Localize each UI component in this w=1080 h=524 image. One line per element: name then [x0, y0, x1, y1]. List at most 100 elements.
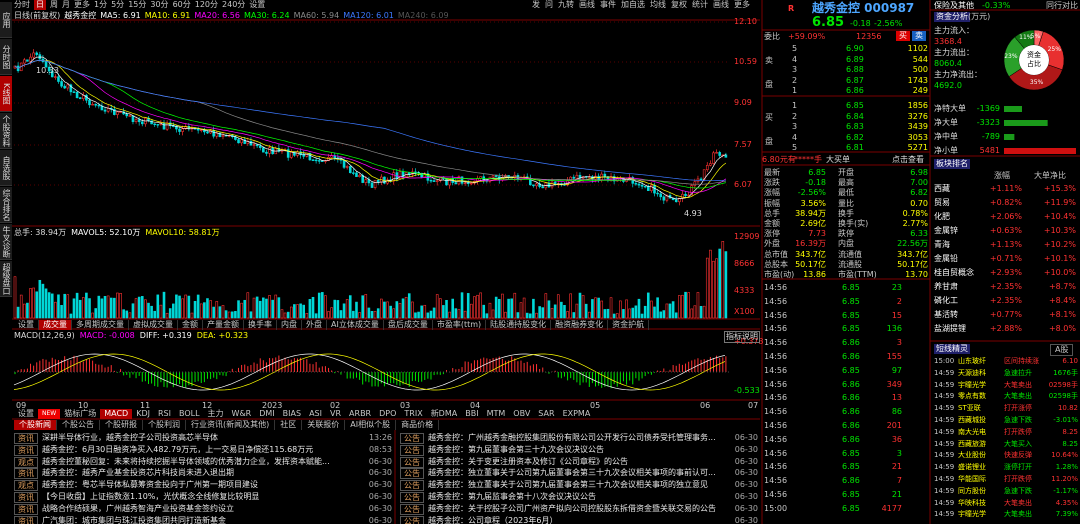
toolbar-button[interactable]: 5分 [111, 0, 125, 9]
elf-stock[interactable]: 宇瞳光学 [958, 510, 986, 519]
indicator-tab[interactable]: 盘后成交量 [384, 320, 433, 330]
toolbar-button[interactable]: 加自选 [621, 0, 645, 9]
elf-stock[interactable]: 宇瞳光学 [958, 380, 986, 389]
toolbar-button[interactable]: 事件 [600, 0, 616, 9]
news-item[interactable]: 【今日收盘】上证指数涨1.10%，光伏概念全线修复比较明显 [42, 492, 260, 501]
indicator-tab[interactable]: KDJ [136, 409, 150, 418]
dropdown[interactable]: A股 [1050, 344, 1074, 356]
toolbar-button[interactable]: 九转 [558, 0, 574, 9]
toolbar-button[interactable]: 1分 [94, 0, 108, 9]
elf-stock[interactable]: 天源迪科 [958, 368, 986, 377]
toolbar-button[interactable]: 周 [50, 0, 58, 9]
toolbar-button[interactable]: 30分 [150, 0, 169, 9]
indicator-tab[interactable]: 虚拟成交量 [129, 320, 178, 330]
toolbar-button[interactable]: 日 [34, 0, 46, 10]
indicator-tab[interactable]: 新DMA [430, 409, 458, 418]
news-tab[interactable]: 个股公告 [57, 420, 100, 430]
news-tab[interactable]: 商品价格 [396, 420, 440, 430]
news-tab[interactable]: 社区 [275, 420, 303, 430]
news-tab[interactable]: 个股新闻 [14, 420, 57, 430]
indicator-tab[interactable]: 猫标广场 [64, 409, 97, 418]
toolbar-button[interactable]: 更多 [74, 0, 90, 9]
news-item[interactable]: 越秀金控：关于控股子公司广州资产拟向公司控股股东拆借资金暨关联交易的公告 [428, 503, 716, 513]
indicator-tab[interactable]: 内盘 [277, 320, 302, 330]
indicator-tab[interactable]: ASI [309, 409, 322, 418]
indicator-tab[interactable]: 市盈率(ttm) [433, 320, 487, 330]
elf-stock[interactable]: 零点有数 [958, 392, 986, 401]
elf-stock[interactable]: 同方股份 [958, 486, 986, 495]
indicator-tab[interactable]: BIAS [282, 409, 302, 418]
indicator-tab[interactable]: W&R [231, 409, 252, 418]
indicator-tab[interactable]: VR [330, 409, 342, 418]
news-item[interactable]: 越秀金控：越秀产业基金投资芯片科技尚未进入退出期 [42, 468, 234, 478]
sector-name[interactable]: 金属锌 [934, 226, 958, 235]
indicator-tab[interactable]: MACD [100, 409, 133, 419]
indicator-tab[interactable]: 陆股通持股变化 [486, 320, 552, 330]
panel-tab[interactable]: 板块排名 [934, 159, 970, 169]
indicator-tab[interactable]: 主力 [207, 409, 224, 418]
news-tab[interactable]: 个股利润 [143, 420, 186, 430]
toolbar-button[interactable]: 设置 [249, 0, 266, 9]
indicator-tab[interactable]: ARBR [349, 409, 372, 418]
news-item[interactable]: 越秀金控：6月30日融资净买入482.79万元，上一交易日净偿还115.68万元 [42, 444, 314, 454]
indicator-tab[interactable]: RSI [157, 409, 171, 418]
toolbar-button[interactable]: 问 [545, 0, 553, 9]
sector-name[interactable]: 化肥 [934, 212, 950, 221]
elf-stock[interactable]: 盛诺锂业 [958, 463, 986, 472]
news-item[interactable]: 战略合作结硕果，广州越秀智海产业投资基金签约设立 [42, 503, 234, 513]
toolbar-button[interactable]: 分时 [14, 0, 30, 9]
sidebar-tab[interactable]: 牛叉诊断 [0, 224, 12, 260]
indicator-tab[interactable]: NEW [38, 409, 61, 419]
sell-button[interactable]: 卖 [912, 31, 926, 41]
sidebar-tab[interactable]: 超级盘口 [0, 261, 12, 297]
toolbar-button[interactable]: 画线 [713, 0, 729, 9]
indicator-tab[interactable]: OBV [513, 409, 531, 418]
news-item[interactable]: 越秀金控：关于变更注册资本及修订《公司章程》的公告 [428, 456, 628, 466]
indicator-tab[interactable]: SAR [538, 409, 555, 418]
sector-name[interactable]: 贸易 [934, 198, 950, 207]
sidebar-tab[interactable]: K线图 [0, 76, 12, 112]
sector-name[interactable]: 金属铅 [934, 254, 958, 263]
news-item[interactable]: 越秀金控：粤芯半导体私募筹资金投向于广州第一期项目建设 [42, 480, 258, 490]
indicator-tab[interactable]: 换手率 [244, 320, 277, 330]
sidebar-tab[interactable]: 应用 [0, 2, 12, 38]
sector-name[interactable]: 西藏 [934, 184, 950, 193]
sidebar-tab[interactable]: 自选股 [0, 150, 12, 186]
elf-stock[interactable]: 华映科技 [958, 498, 986, 507]
news-item[interactable]: 越秀金控：第九届董事会第三十九次会议决议公告 [428, 444, 604, 454]
toolbar-button[interactable]: 统计 [692, 0, 708, 9]
indicator-tab[interactable]: 金额 [178, 320, 203, 330]
indicator-tab[interactable]: 成交量 [39, 320, 72, 330]
news-item[interactable]: 越秀金控：独立董事关于公司第九届董事会第三十九次会议相关事项的独立意见 [428, 480, 708, 490]
indicator-tab[interactable]: 资金护航 [608, 320, 650, 330]
indicator-tab[interactable]: BBI [465, 409, 479, 418]
toolbar-button[interactable]: 发 [532, 0, 540, 9]
toolbar-button[interactable]: 15分 [128, 0, 147, 9]
news-item[interactable]: 越秀金控：广州越秀金融控股集团股份有限公司公开发行公司债券受托管理事务... [428, 433, 716, 442]
indicator-tab[interactable]: 融资融券变化 [551, 320, 609, 330]
sector-name[interactable]: 养甘肃 [934, 282, 958, 291]
elf-stock[interactable]: ST亚联 [958, 404, 981, 413]
indicator-tab[interactable]: DMI [259, 409, 275, 418]
indicator-tab[interactable]: 产量金额 [203, 320, 244, 330]
indicator-tab[interactable]: 外盘 [302, 320, 327, 330]
indicator-tab[interactable]: DPO [379, 409, 397, 418]
sector-name[interactable]: 盐湖提锂 [934, 324, 966, 333]
news-tab[interactable]: 行业资讯(新闻及其他) [186, 420, 276, 430]
sector-name[interactable]: 磷化工 [934, 296, 958, 305]
elf-stock[interactable]: 大业股份 [958, 451, 986, 460]
toolbar-button[interactable]: 更多 [734, 0, 750, 9]
toolbar-button[interactable]: 240分 [222, 0, 246, 9]
elf-stock[interactable]: 华能国际 [958, 475, 986, 483]
sidebar-tab[interactable]: 分时图 [0, 39, 12, 75]
indicator-tab[interactable]: 设置 [14, 320, 39, 330]
news-tab[interactable]: AI相似个股 [345, 420, 397, 430]
panel-tab[interactable]: 资金分析 [934, 12, 970, 22]
buy-button[interactable]: 买 [896, 31, 910, 41]
panel-tab[interactable]: 短线精灵 [934, 344, 970, 354]
toolbar-button[interactable]: 月 [62, 0, 70, 9]
news-item[interactable]: 越秀金控：第九届监事会第十八次会议决议公告 [428, 492, 596, 501]
elf-stock[interactable]: 西藏旅游 [958, 439, 986, 448]
elf-stock[interactable]: 西藏城投 [958, 416, 986, 424]
toolbar-button[interactable]: 均线 [650, 0, 666, 9]
